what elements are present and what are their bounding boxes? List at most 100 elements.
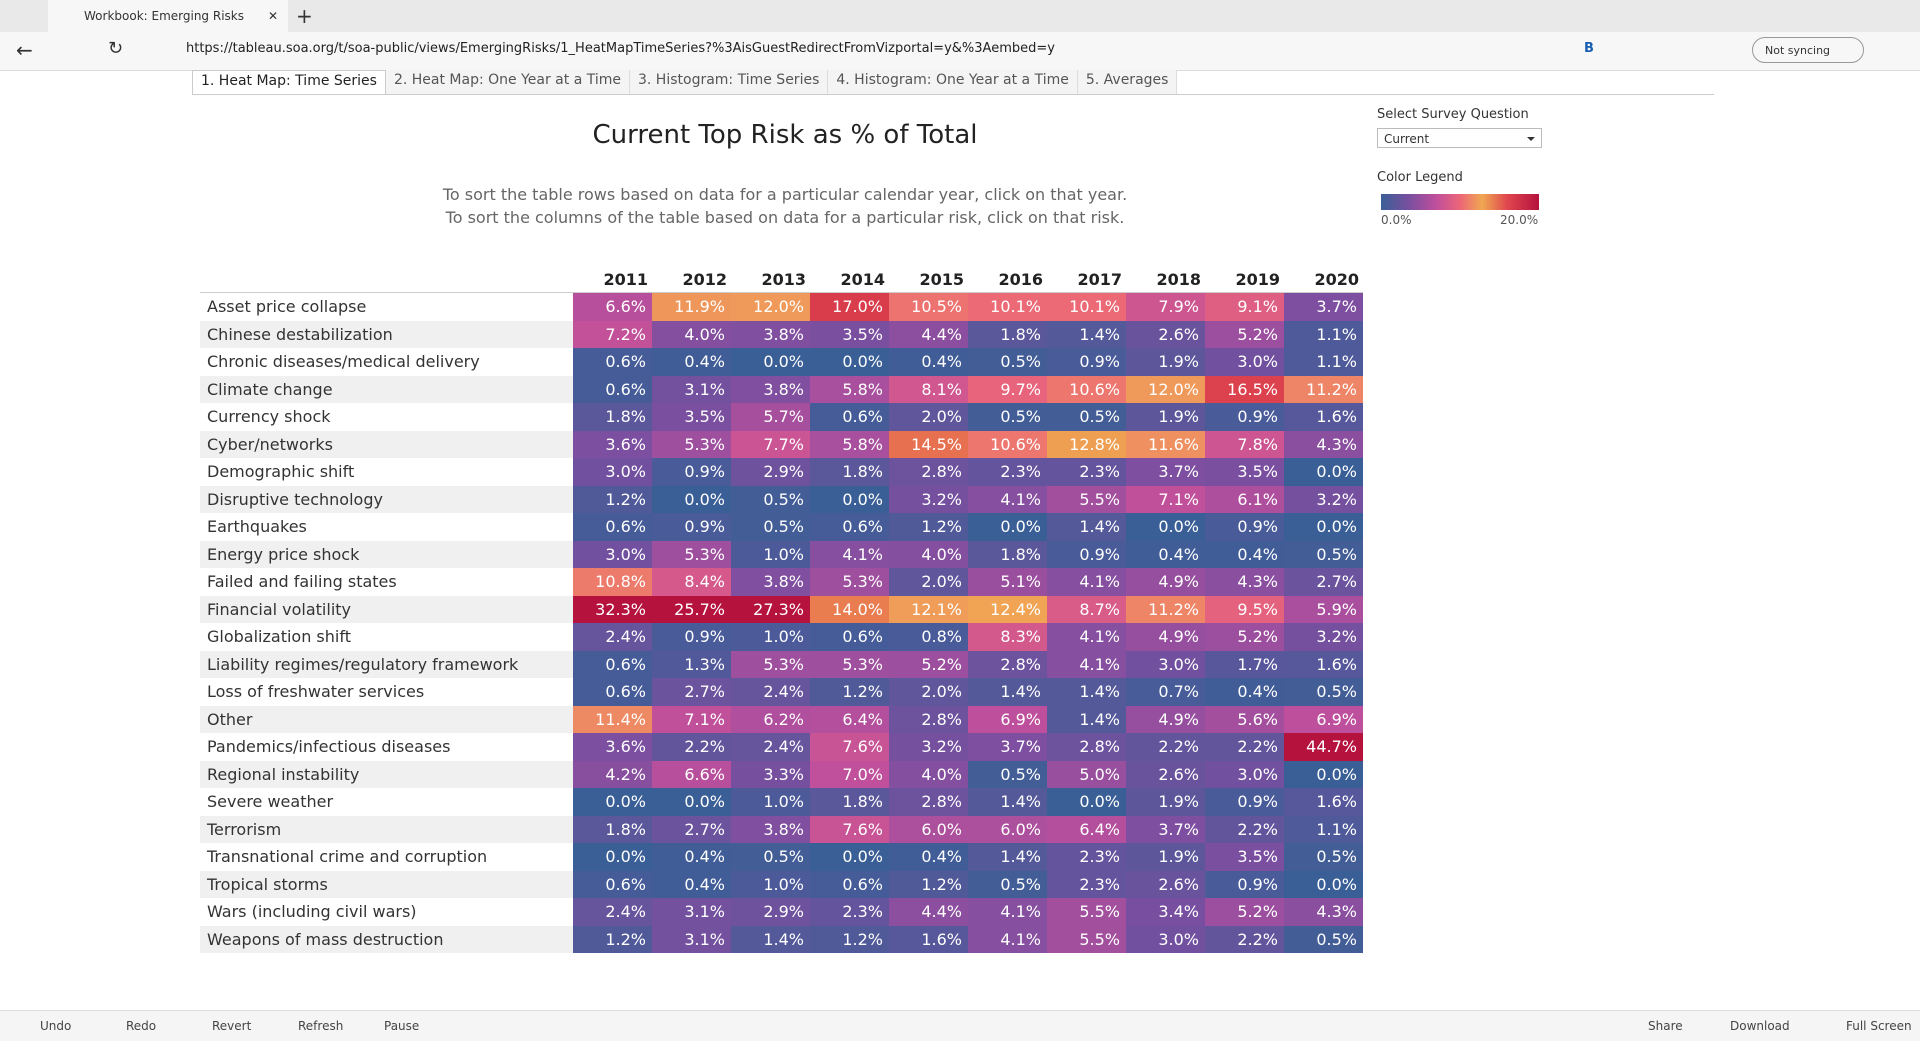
risk-label[interactable]: Disruptive technology [200,485,573,513]
back[interactable]: ← [16,38,33,62]
filter-dropdown[interactable]: Current [1377,128,1542,148]
risk-row: Asset price collapse 6.6% 11.9% 12.0% 17.0% 1… [200,292,1363,321]
heat-cell: 4.1% [1047,623,1126,651]
risk-label[interactable]: Globalization shift [200,623,573,651]
risk-label[interactable]: Chinese destabilization [200,320,573,348]
close-tab[interactable]: ✕ [267,9,278,23]
toolbar-button[interactable]: Pause [384,1019,420,1033]
dashboard-tab[interactable]: 2. Heat Map: One Year at a Time [385,70,630,94]
risk-label[interactable]: Cyber/networks [200,430,573,458]
heat-cell: 12.0% [1126,375,1205,403]
heat-cell: 10.1% [1047,292,1126,321]
risk-label[interactable]: Chronic diseases/medical delivery [200,348,573,376]
risk-label[interactable]: Terrorism [200,815,573,843]
heat-cell: 12.1% [889,595,968,623]
year-header[interactable]: 2015 [889,268,968,293]
year-header[interactable]: 2013 [731,268,810,293]
risk-label[interactable]: Severe weather [200,788,573,816]
risk-label[interactable]: Transnational crime and corruption [200,843,573,871]
risk-label[interactable]: Tropical storms [200,870,573,898]
new-tab[interactable]: + [296,4,313,28]
browser-tab[interactable]: Workbook: Emerging Risks ✕ [48,0,288,32]
heat-cell: 4.1% [968,485,1047,513]
dashboard-tab[interactable]: 3. Histogram: Time Series [630,70,829,94]
risk-label[interactable]: Failed and failing states [200,568,573,596]
reload[interactable]: ↻ [108,38,124,59]
risk-label[interactable]: Regional instability [200,760,573,788]
toolbar-button[interactable]: Refresh [298,1019,344,1033]
heat-cell: 10.1% [968,292,1047,321]
risk-label[interactable]: Demographic shift [200,458,573,486]
year-header[interactable]: 2019 [1205,268,1284,293]
profile-icon[interactable]: B [1584,41,1594,56]
heat-cell: 0.0% [652,788,731,816]
toolbar-button[interactable]: Undo [40,1019,72,1033]
heat-cell: 4.9% [1126,705,1205,733]
heat-cell: 10.6% [1047,375,1126,403]
legend-gradient [1381,194,1539,210]
risk-label[interactable]: Loss of freshwater services [200,678,573,706]
risk-label[interactable]: Earthquakes [200,513,573,541]
risk-row: Demographic shift 3.0% 0.9% 2.9% 1.8% 2.8% 2.3… [200,458,1363,486]
heat-cell: 6.6% [573,292,652,321]
risk-label[interactable]: Weapons of mass destruction [200,925,573,953]
legend-max: 20.0% [1500,213,1539,227]
toolbar-button[interactable]: Redo [126,1019,157,1033]
heat-cell: 44.7% [1284,733,1363,761]
heat-cell: 0.5% [968,870,1047,898]
heat-cell: 3.7% [1126,815,1205,843]
toolbar-button[interactable]: Download [1730,1019,1790,1033]
dashboard-tabs: 1. Heat Map: Time Series 2. Heat Map: One… [192,70,1714,95]
heat-cell: 2.8% [889,458,968,486]
risk-label[interactable]: Other [200,705,573,733]
risk-label[interactable]: Currency shock [200,403,573,431]
year-header[interactable]: 2017 [1047,268,1126,293]
toolbar-button[interactable]: Share [1648,1019,1683,1033]
heat-cell: 11.2% [1126,595,1205,623]
heat-cell: 1.2% [810,925,889,953]
risk-label[interactable]: Climate change [200,375,573,403]
risk-label[interactable]: Liability regimes/regulatory framework [200,650,573,678]
heat-cell: 10.8% [573,568,652,596]
heat-cell: 0.4% [652,870,731,898]
heat-cell: 3.0% [1126,650,1205,678]
instruction: To sort the table rows based on data for… [442,185,1128,204]
toolbar-button[interactable]: Revert [212,1019,252,1033]
heat-cell: 6.4% [1047,815,1126,843]
heat-cell: 1.8% [810,458,889,486]
risk-label[interactable]: Asset price collapse [200,292,573,321]
heat-cell: 8.1% [889,375,968,403]
risk-label[interactable]: Pandemics/infectious diseases [200,733,573,761]
heat-cell: 0.6% [573,375,652,403]
heat-cell: 1.4% [1047,705,1126,733]
dashboard-tab[interactable]: 5. Averages [1077,70,1178,94]
risk-label[interactable]: Wars (including civil wars) [200,898,573,926]
risk-label[interactable]: Financial volatility [200,595,573,623]
heat-cell: 5.3% [731,650,810,678]
dashboard-tab[interactable]: 4. Histogram: One Year at a Time [828,70,1078,94]
toolbar-button[interactable]: Full Screen [1846,1019,1912,1033]
year-header[interactable]: 2018 [1126,268,1205,293]
heat-cell: 6.9% [968,705,1047,733]
year-header[interactable]: 2014 [810,268,889,293]
year-header[interactable]: 2012 [652,268,731,293]
heat-cell: 25.7% [652,595,731,623]
heat-cell: 0.9% [652,623,731,651]
heat-cell: 0.4% [1205,540,1284,568]
heat-cell: 5.9% [1284,595,1363,623]
dashboard-tab[interactable]: 1. Heat Map: Time Series [192,70,386,94]
risk-row: Energy price shock 3.0% 5.3% 1.0% 4.1% 4.0% 1.… [200,540,1363,568]
url[interactable]: https://tableau.soa.org/t/soa-public/vie… [186,41,1055,56]
heat-cell: 0.0% [1284,870,1363,898]
year-header[interactable]: 2011 [573,268,652,293]
risk-label[interactable]: Energy price shock [200,540,573,568]
risk-row: Tropical storms 0.6% 0.4% 1.0% 0.6% 1.2% 0.5% 2… [200,870,1363,898]
heat-cell: 1.9% [1126,403,1205,431]
heat-cell: 1.7% [1205,650,1284,678]
heat-cell: 3.7% [1284,292,1363,321]
sync-button[interactable]: Not syncing [1752,37,1864,63]
year-header[interactable]: 2016 [968,268,1047,293]
heat-cell: 10.5% [889,292,968,321]
year-header[interactable]: 2020 [1284,268,1363,293]
